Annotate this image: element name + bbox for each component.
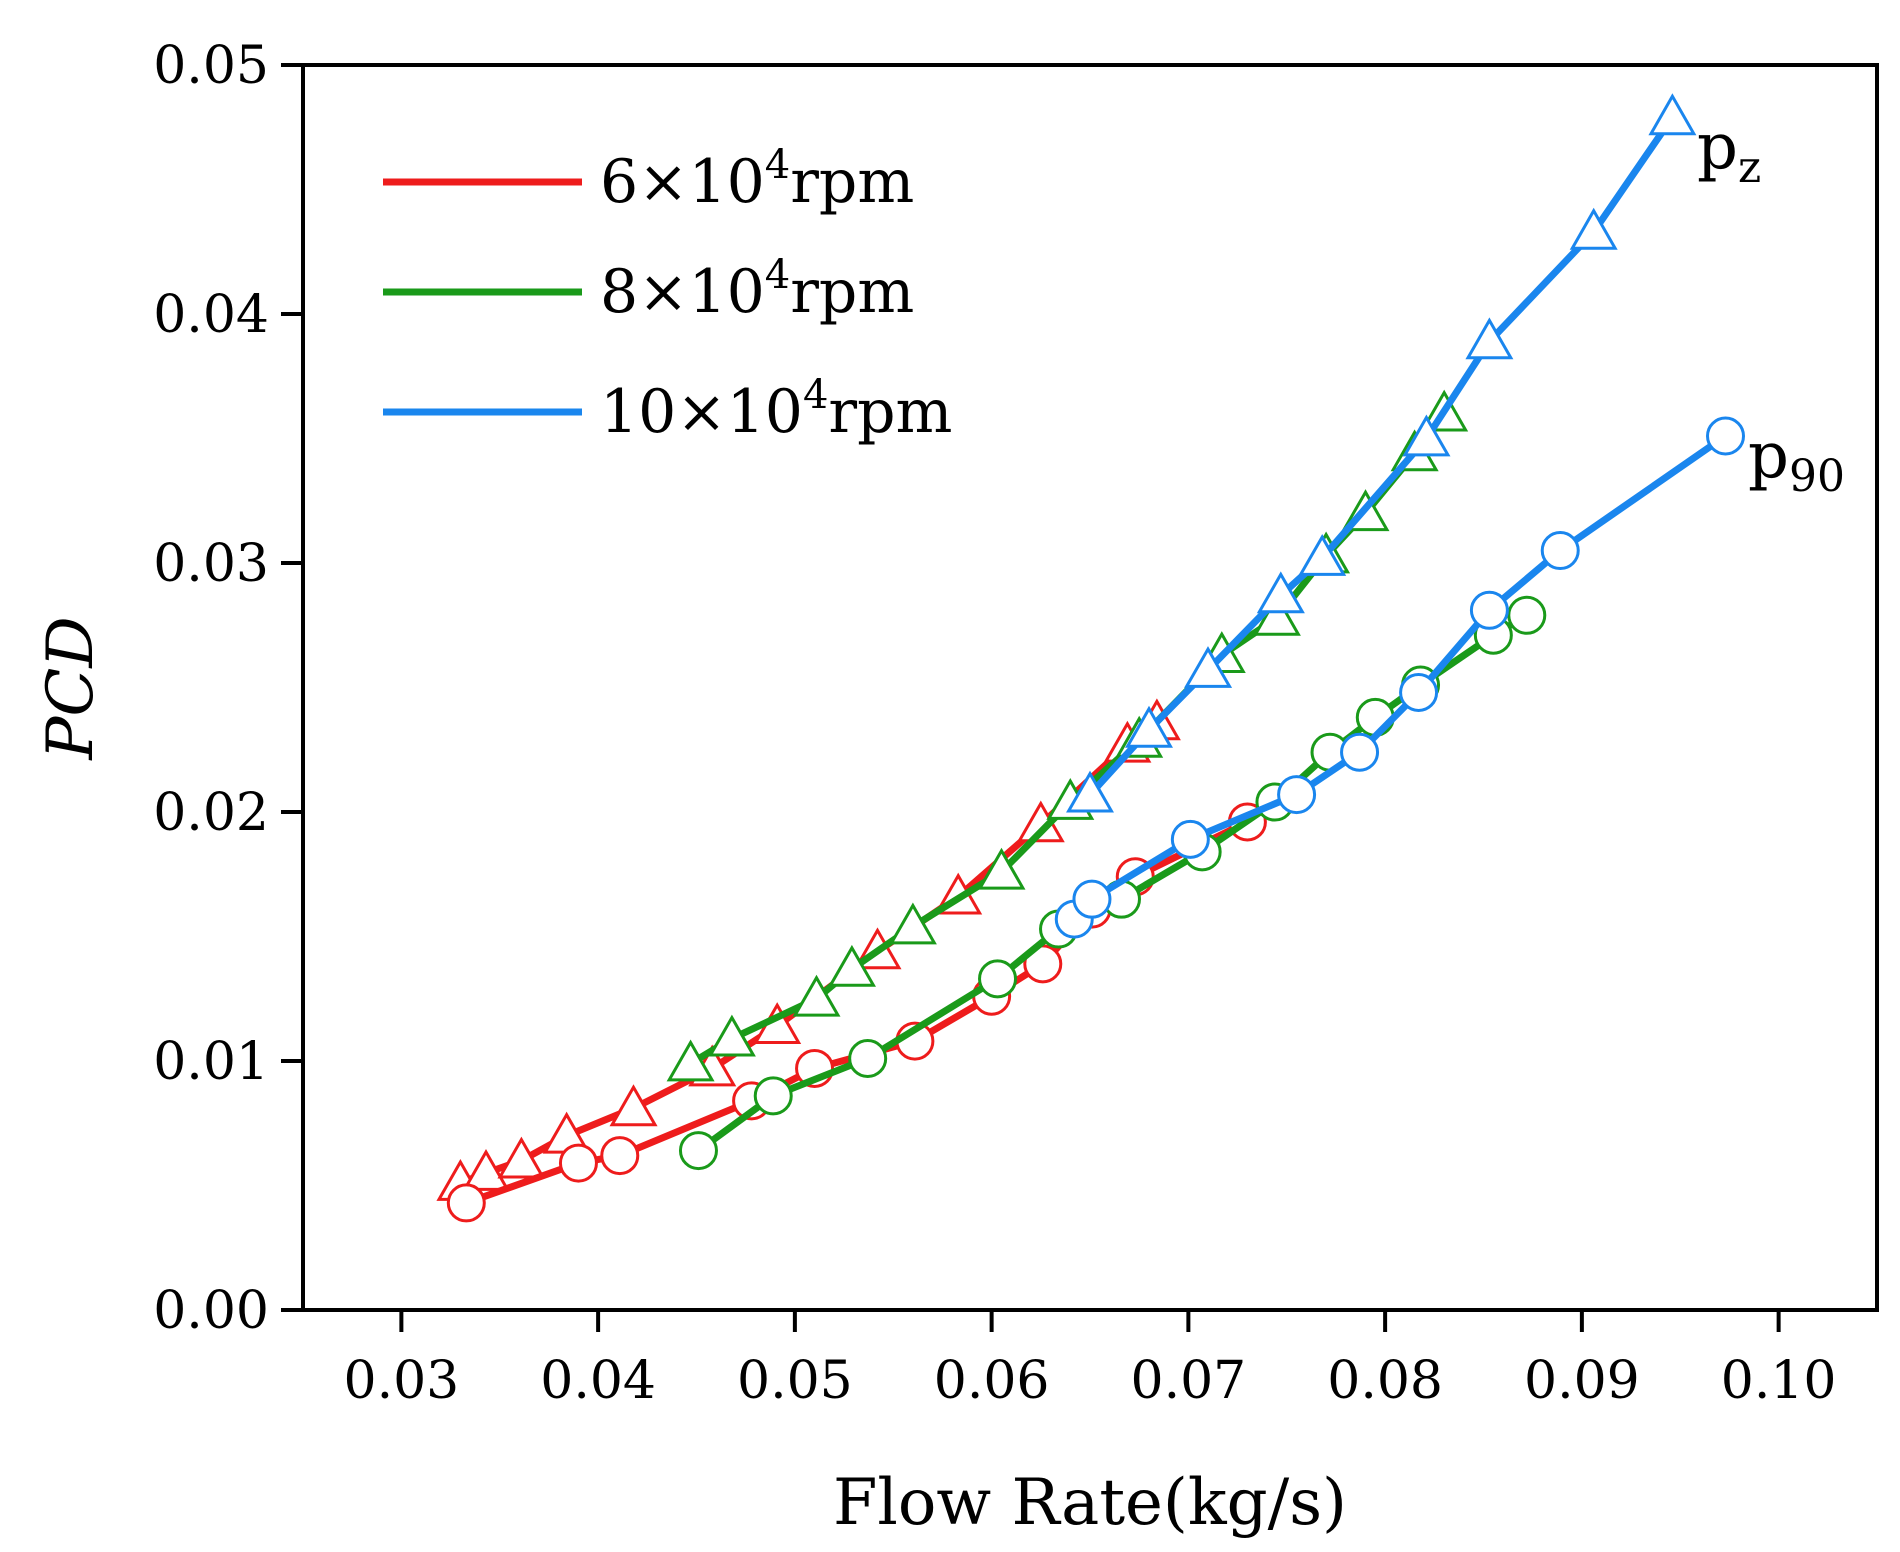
data-point-circle [678, 1131, 718, 1171]
data-point-circle [1706, 416, 1746, 456]
y-tick-label: 0.02 [153, 783, 269, 843]
series-4 [1066, 93, 1697, 813]
data-point-circle [1340, 732, 1380, 772]
data-point-triangle [609, 1084, 658, 1127]
y-tick-label: 0.05 [153, 36, 269, 96]
x-tick-label: 0.08 [1327, 1351, 1443, 1411]
x-tick-label: 0.04 [540, 1351, 656, 1411]
data-point-triangle [1465, 317, 1514, 360]
y-tick-label: 0.01 [153, 1032, 269, 1092]
x-tick-label: 0.07 [1130, 1351, 1246, 1411]
data-point-triangle [827, 944, 876, 987]
y-tick-label: 0.00 [153, 1281, 269, 1341]
data-point-triangle [1569, 207, 1618, 250]
plot-frame [301, 63, 1879, 1312]
x-axis-title: Flow Rate(kg/s) [833, 1466, 1347, 1540]
legend-label-6e4: 6×104rpm [600, 142, 914, 217]
data-point-circle [1540, 531, 1580, 571]
data-point-circle [446, 1183, 486, 1223]
data-point-circle [753, 1076, 793, 1116]
data-point-triangle [1252, 593, 1301, 636]
y-axis-title: PCD [34, 616, 108, 760]
data-point-triangle [792, 974, 841, 1017]
data-point-triangle [666, 1039, 715, 1082]
x-tick-label: 0.05 [737, 1351, 853, 1411]
x-tick-label: 0.10 [1721, 1351, 1837, 1411]
data-point-circle [1507, 595, 1547, 635]
data-point-circle [558, 1143, 598, 1183]
data-point-triangle [1298, 533, 1347, 576]
y-tick-label: 0.04 [153, 285, 269, 345]
data-point-triangle [1648, 93, 1697, 136]
data-point-triangle [888, 902, 937, 945]
x-tick-label: 0.03 [343, 1351, 459, 1411]
data-point-circle [1355, 697, 1395, 737]
x-tick-label: 0.09 [1524, 1351, 1640, 1411]
series-line [1087, 115, 1676, 797]
data-point-triangle [497, 1136, 546, 1179]
data-point-circle [978, 959, 1018, 999]
data-point-circle [1469, 590, 1509, 630]
annotation-pz: pz [1697, 110, 1761, 193]
data-point-circle [1170, 819, 1210, 859]
annotation-p90: p90 [1748, 419, 1845, 502]
legend-label-10e4: 10×104rpm [600, 372, 952, 447]
series-5 [1054, 416, 1746, 939]
axes: 0.03 0.04 0.05 0.06 0.07 0.08 0.09 0.10 0.00 0.01… [153, 36, 1836, 1411]
data-point-circle [600, 1136, 640, 1176]
data-point-circle [848, 1039, 888, 1079]
data-point-circle [1072, 879, 1112, 919]
data-point-triangle [1184, 646, 1233, 688]
data-point-triangle [1256, 571, 1305, 614]
series-line [1071, 433, 1728, 922]
data-point-triangle [462, 1148, 510, 1191]
data-point-triangle [977, 847, 1026, 890]
data-point-triangle [1125, 705, 1173, 748]
data-point-circle [1399, 672, 1439, 712]
data-point-circle [1277, 775, 1317, 815]
plot-area [436, 93, 1746, 1223]
y-tick-label: 0.03 [153, 534, 269, 594]
legend-label-8e4: 8×104rpm [600, 252, 914, 327]
data-point-triangle [1066, 770, 1114, 813]
data-point-triangle [1402, 414, 1451, 457]
data-point-triangle [707, 1014, 756, 1057]
legend: 6×104rpm 8×104rpm 10×104rpm [383, 142, 952, 447]
series-0 [436, 698, 1181, 1201]
x-tick-label: 0.06 [934, 1351, 1050, 1411]
